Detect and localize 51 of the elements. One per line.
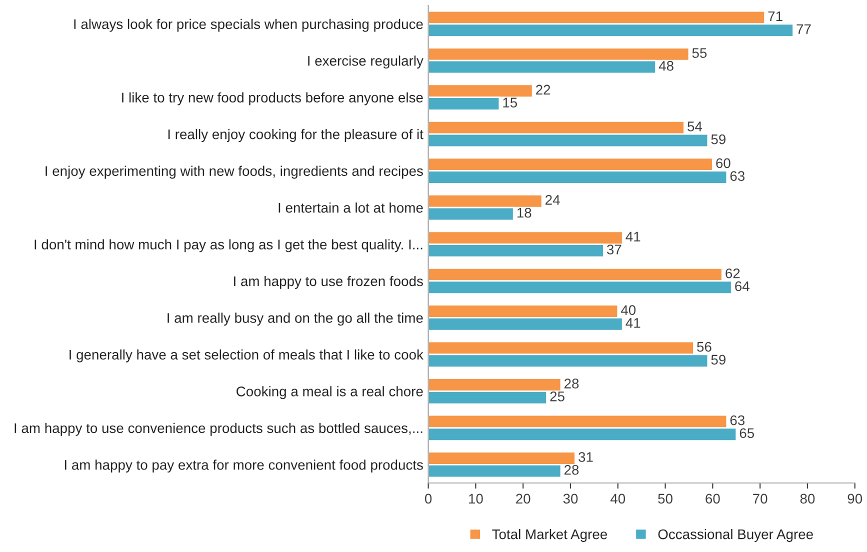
x-tick-label: 20 xyxy=(516,494,530,504)
x-tick-label: 40 xyxy=(610,494,626,504)
data-label: 63 xyxy=(730,171,745,181)
data-label: 55 xyxy=(692,48,707,58)
x-tick-label: 30 xyxy=(563,494,578,504)
y-tick-label: I am happy to use frozen foods xyxy=(234,276,423,289)
data-label: 22 xyxy=(536,84,550,95)
data-label: 60 xyxy=(716,158,730,168)
x-tick-label: 90 xyxy=(848,494,862,504)
x-tick-label: 50 xyxy=(658,494,672,504)
y-tick-label: I really enjoy cooking for the pleasure of it xyxy=(168,129,424,142)
y-tick-label: I entertain a lot at home xyxy=(278,202,423,213)
data-label: 28 xyxy=(564,378,579,388)
y-tick-label: I always look for price specials when purchasing produce xyxy=(74,18,423,32)
data-label: 31 xyxy=(578,452,593,462)
y-tick-label: I exercise regularly xyxy=(308,56,424,69)
x-tick-label: 10 xyxy=(469,494,483,504)
data-label: 77 xyxy=(796,24,811,34)
data-label: 65 xyxy=(740,428,754,438)
data-label: 28 xyxy=(564,464,579,475)
x-tick-label: 80 xyxy=(800,494,815,504)
data-label: 62 xyxy=(726,268,740,278)
data-label: 54 xyxy=(688,122,702,132)
y-tick-label: Cooking a meal is a real chore xyxy=(236,386,423,400)
legend-label: Total Market Agree xyxy=(492,528,608,542)
y-tick-label: I am really busy and on the go all the time xyxy=(168,312,423,326)
data-label: 41 xyxy=(626,232,640,242)
data-label: 64 xyxy=(735,281,750,292)
y-tick-label: I don't mind how much I pay as long as I get the best quality. I... xyxy=(34,239,422,252)
x-tick-label: 60 xyxy=(706,494,720,504)
data-label: 59 xyxy=(711,354,726,365)
data-label: 40 xyxy=(620,305,636,316)
legend-label: Occassional Buyer Agree xyxy=(658,528,813,542)
data-label: 56 xyxy=(697,342,712,352)
y-tick-label: I generally have a set selection of meals that I like to cook xyxy=(70,349,424,362)
x-tick-label: 70 xyxy=(753,494,768,504)
data-label: 71 xyxy=(768,11,782,22)
data-label: 18 xyxy=(517,208,532,218)
data-label: 37 xyxy=(606,244,622,254)
y-tick-label: I enjoy experimenting with new foods, ingredients and recipes xyxy=(46,166,423,179)
y-tick-label: I am happy to use convenience products such as bottled sauces,... xyxy=(14,422,422,436)
data-label: 41 xyxy=(626,318,640,328)
data-label: 63 xyxy=(730,415,745,426)
data-label: 15 xyxy=(503,98,518,108)
y-tick-label: I am happy to pay extra for more convenient food products xyxy=(64,460,423,473)
y-tick-label: I like to try new food products before anyone else xyxy=(122,92,423,106)
data-label: 25 xyxy=(550,392,564,402)
data-label: 24 xyxy=(546,194,560,205)
data-label: 48 xyxy=(658,60,674,71)
x-tick-label: 0 xyxy=(424,494,432,504)
data-label: 59 xyxy=(711,134,726,144)
